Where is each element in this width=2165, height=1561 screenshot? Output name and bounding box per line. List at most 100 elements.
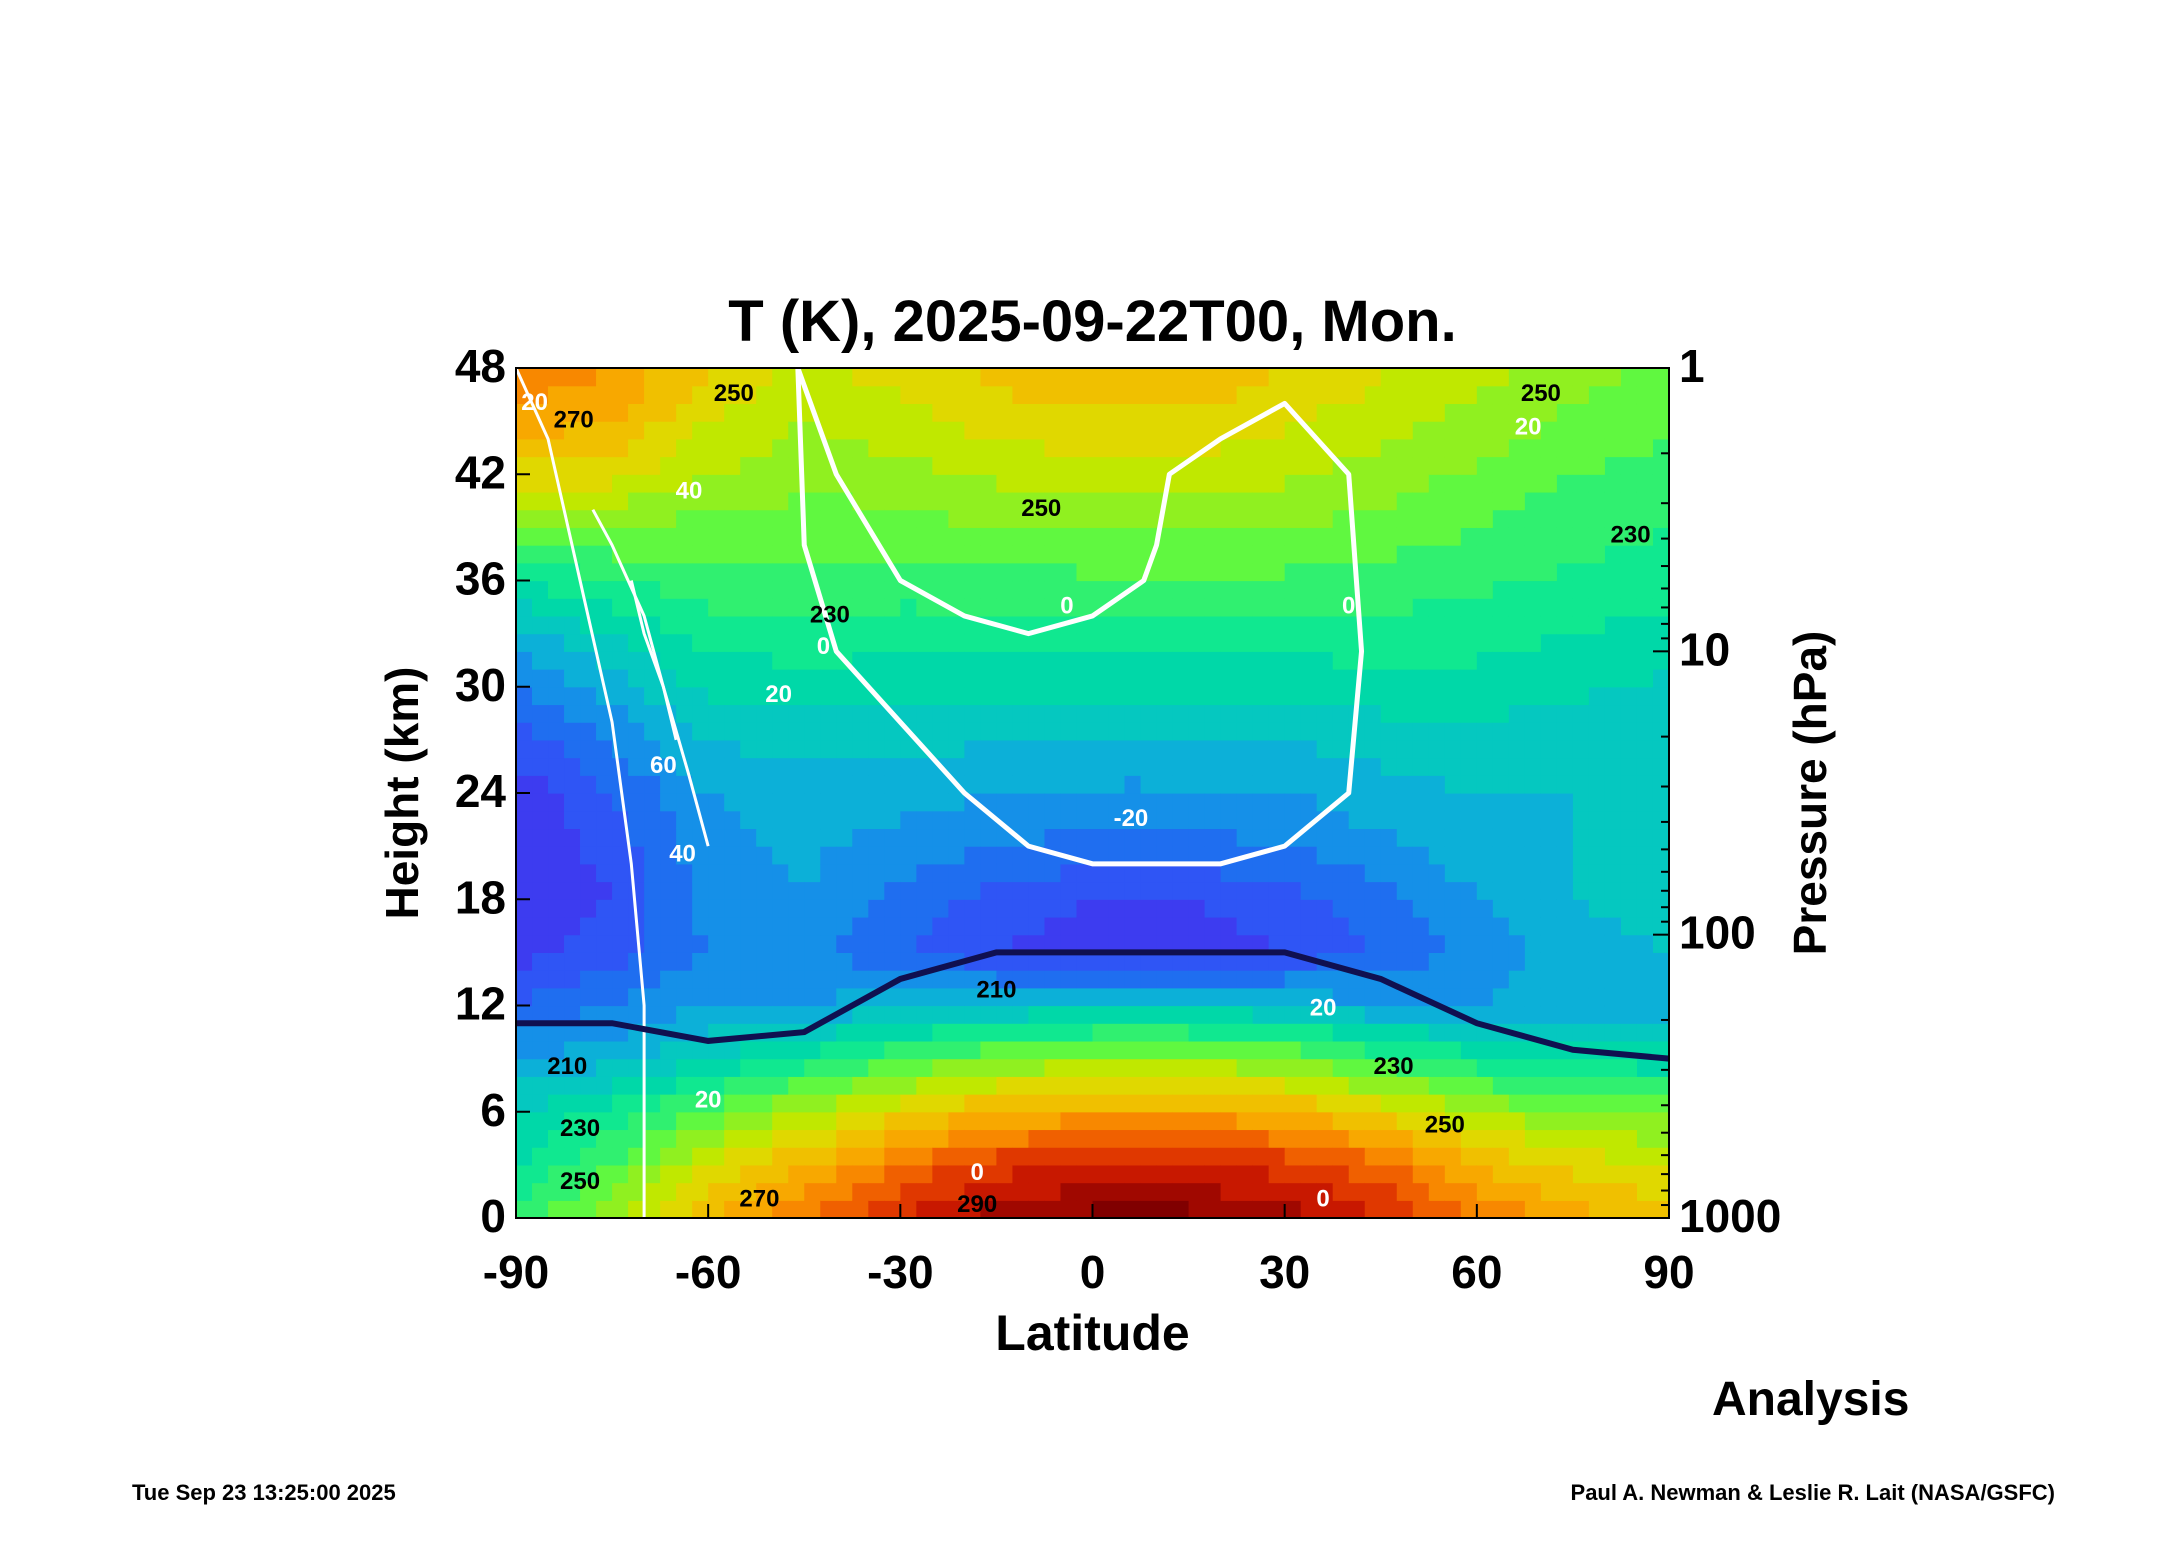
heatmap-cell bbox=[1396, 545, 1414, 564]
heatmap-cell bbox=[1044, 438, 1062, 458]
heatmap-cell bbox=[692, 899, 709, 918]
heatmap-cell bbox=[740, 385, 757, 405]
heatmap-cell bbox=[1060, 899, 1078, 918]
heatmap-cell bbox=[884, 739, 901, 759]
heatmap-cell bbox=[1316, 633, 1334, 652]
heatmap-cell bbox=[596, 881, 613, 900]
heatmap-cell bbox=[852, 899, 869, 918]
heatmap-cell bbox=[948, 828, 965, 847]
heatmap-cell bbox=[1156, 580, 1174, 599]
heatmap-cell bbox=[1364, 633, 1382, 652]
heatmap-cell bbox=[884, 509, 901, 528]
heatmap-cell bbox=[1236, 669, 1254, 688]
heatmap-cell bbox=[1508, 1182, 1526, 1201]
heatmap-cell bbox=[1028, 580, 1046, 599]
heatmap-cell bbox=[1108, 970, 1126, 989]
heatmap-cell bbox=[676, 863, 693, 883]
heatmap-cell bbox=[532, 934, 549, 953]
heatmap-cell bbox=[1444, 704, 1462, 723]
heatmap-cell bbox=[852, 916, 869, 936]
heatmap-cell bbox=[1284, 527, 1302, 546]
heatmap-cell bbox=[1092, 916, 1110, 936]
heatmap-cell bbox=[900, 846, 917, 865]
heatmap-cell bbox=[1220, 1023, 1238, 1042]
heatmap-cell bbox=[1044, 828, 1062, 847]
heatmap-cell bbox=[548, 1094, 565, 1113]
heatmap-cell bbox=[1108, 1040, 1126, 1060]
heatmap-cell bbox=[1524, 775, 1542, 794]
heatmap-cell bbox=[772, 527, 789, 546]
heatmap-cell bbox=[996, 598, 1014, 617]
heatmap-cell bbox=[1652, 474, 1670, 493]
heatmap-cell bbox=[820, 651, 837, 670]
heatmap-cell bbox=[1588, 491, 1606, 511]
heatmap-cell bbox=[740, 899, 757, 918]
heatmap-cell bbox=[980, 881, 998, 900]
heatmap-cell bbox=[756, 1147, 773, 1166]
heatmap-cell bbox=[788, 775, 805, 794]
heatmap-cell bbox=[1508, 633, 1526, 652]
heatmap-cell bbox=[708, 810, 725, 830]
heatmap-cell bbox=[1348, 934, 1366, 953]
heatmap-cell bbox=[564, 916, 581, 936]
heatmap-cell bbox=[1412, 509, 1430, 528]
heatmap-cell bbox=[756, 385, 773, 405]
heatmap-cell bbox=[676, 970, 693, 989]
heatmap-cell bbox=[1572, 491, 1590, 511]
heatmap-cell bbox=[836, 846, 853, 865]
heatmap-cell bbox=[1316, 686, 1334, 706]
heatmap-cell bbox=[612, 1164, 629, 1184]
heatmap-cell bbox=[980, 1058, 998, 1077]
heatmap-cell bbox=[1524, 916, 1542, 936]
heatmap-cell bbox=[1332, 615, 1350, 635]
heatmap-cell bbox=[740, 828, 757, 847]
heatmap-cell bbox=[868, 474, 885, 493]
heatmap-cell bbox=[1252, 1040, 1270, 1060]
footer-timestamp: Tue Sep 23 13:25:00 2025 bbox=[132, 1480, 396, 1505]
heatmap-cell bbox=[1092, 615, 1110, 635]
heatmap-cell bbox=[1316, 881, 1334, 900]
heatmap-cell bbox=[1252, 686, 1270, 706]
y-tick-label: 6 bbox=[480, 1084, 506, 1136]
heatmap-cell bbox=[596, 828, 613, 847]
heatmap-cell bbox=[532, 1111, 549, 1131]
heatmap-cell bbox=[1604, 1129, 1622, 1148]
heatmap-cell bbox=[1268, 793, 1286, 812]
heatmap-cell bbox=[1172, 651, 1190, 670]
heatmap-cell bbox=[564, 651, 581, 670]
heatmap-cell bbox=[1076, 934, 1094, 953]
heatmap-cell bbox=[1524, 421, 1542, 440]
heatmap-cell bbox=[980, 1129, 998, 1148]
heatmap-cell bbox=[1348, 1023, 1366, 1042]
heatmap-cell bbox=[1156, 828, 1174, 847]
heatmap-cell bbox=[564, 1023, 581, 1042]
heatmap-cell bbox=[820, 970, 837, 989]
heatmap-cell bbox=[516, 775, 533, 794]
heatmap-cell bbox=[980, 722, 998, 741]
heatmap-cell bbox=[1204, 952, 1222, 971]
heatmap-cell bbox=[708, 686, 725, 706]
heatmap-cell bbox=[884, 438, 901, 458]
heatmap-cell bbox=[1428, 580, 1446, 599]
heatmap-cell bbox=[820, 916, 837, 936]
heatmap-cell bbox=[1444, 722, 1462, 741]
heatmap-cell bbox=[708, 598, 725, 617]
heatmap-cell bbox=[1620, 456, 1638, 475]
heatmap-cell bbox=[1332, 385, 1350, 405]
heatmap-cell bbox=[996, 1094, 1014, 1113]
heatmap-cell bbox=[1460, 580, 1478, 599]
heatmap-cell bbox=[676, 775, 693, 794]
heatmap-cell bbox=[1172, 1182, 1190, 1201]
heatmap-cell bbox=[548, 509, 565, 528]
heatmap-cell bbox=[1204, 527, 1222, 546]
heatmap-cell bbox=[916, 1129, 933, 1148]
heatmap-cell bbox=[1364, 757, 1382, 776]
heatmap-cell bbox=[1380, 1200, 1398, 1219]
heatmap-cell bbox=[532, 899, 549, 918]
heatmap-cell bbox=[1124, 385, 1142, 405]
heatmap-cell bbox=[628, 456, 645, 475]
heatmap-cell bbox=[1172, 615, 1190, 635]
heatmap-cell bbox=[1380, 1058, 1398, 1077]
y-tick-label: 36 bbox=[455, 553, 506, 605]
heatmap-cell bbox=[676, 456, 693, 475]
